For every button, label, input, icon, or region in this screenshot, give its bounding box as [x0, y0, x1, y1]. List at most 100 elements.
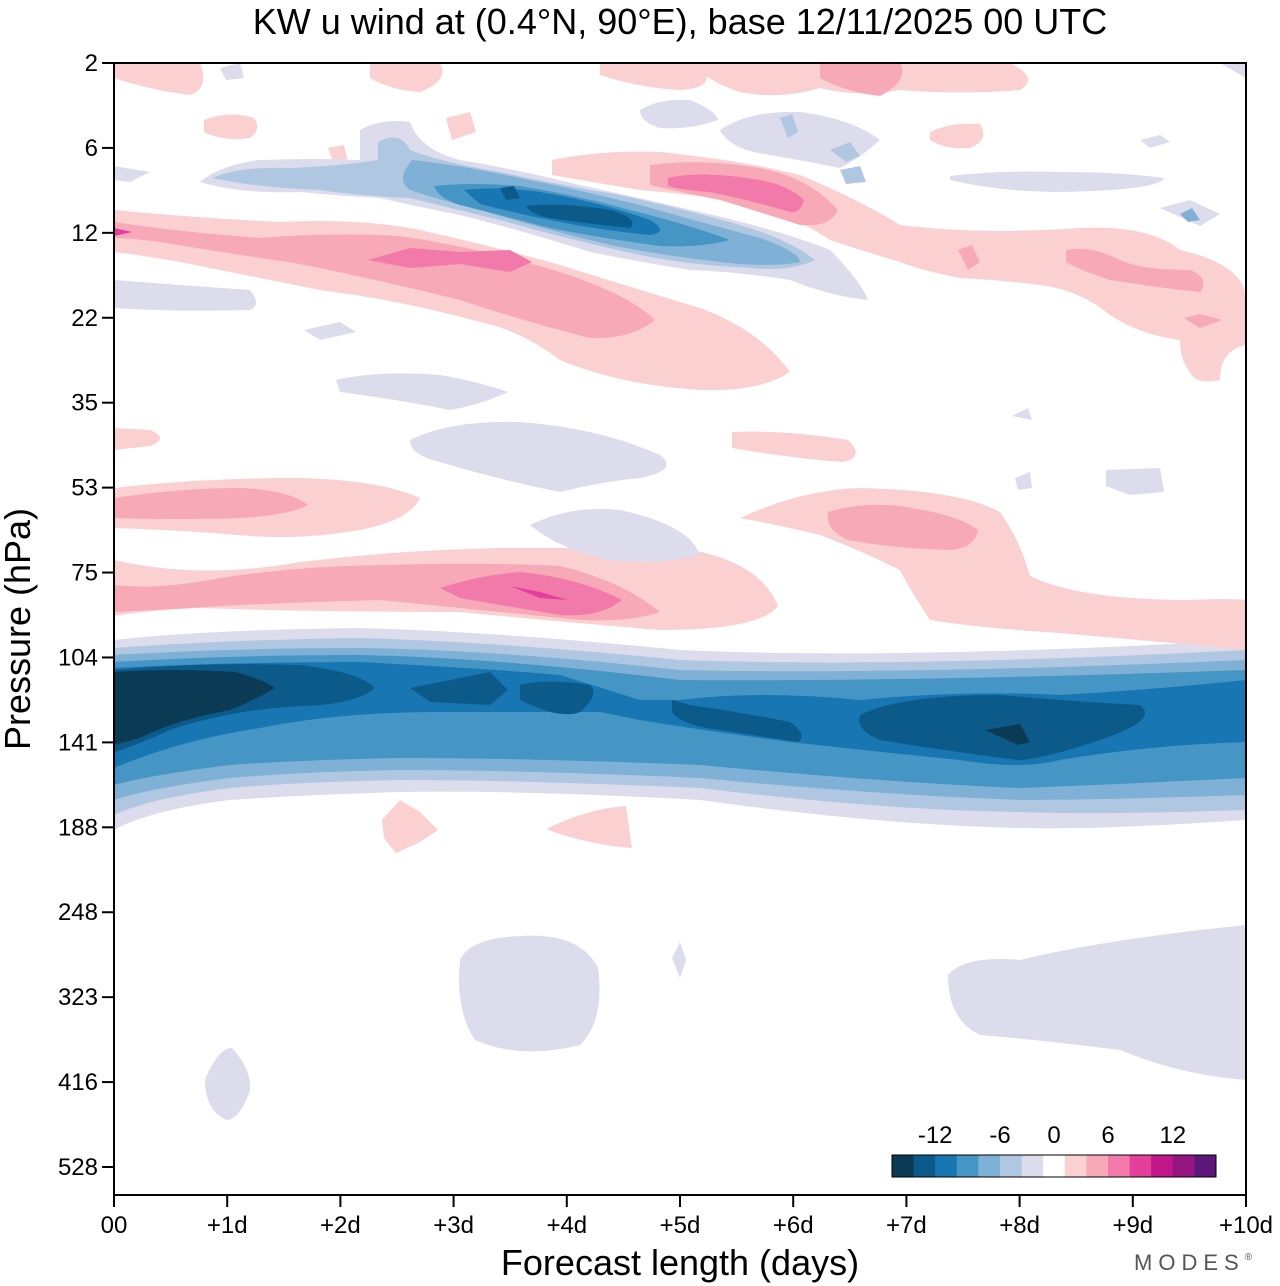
- contour-positive-75-level-4: [510, 586, 568, 600]
- colorbar: -12 -6 0 6 12: [891, 1122, 1217, 1178]
- contour-negative-mid-d: [1106, 468, 1164, 495]
- contour-upper-right-positive-4: [1066, 248, 1204, 292]
- colorbar-swatch: [1086, 1155, 1109, 1177]
- y-tick-label: 6: [85, 135, 98, 162]
- colorbar-label: 6: [1101, 1122, 1114, 1149]
- colorbar-frame: [891, 1154, 1217, 1178]
- contour-jet-level-6d: [672, 700, 802, 742]
- y-tick-label: 22: [71, 305, 98, 332]
- contour-top-positive-c: [600, 63, 707, 90]
- y-tick-label: 188: [58, 814, 98, 841]
- colorbar-label: -6: [989, 1122, 1010, 1149]
- contour-jet-level-6c: [520, 681, 594, 715]
- y-tick-label: 35: [71, 390, 98, 417]
- y-tick-label: 323: [58, 984, 98, 1011]
- x-axis: 00 +1d +2d +3d +4d +5d +6d +7d +8d +9d +10d: [101, 1195, 1273, 1239]
- contour-negative-mid-f: [1012, 408, 1032, 420]
- y-tick-label: 75: [71, 560, 98, 587]
- x-tick-label: +7d: [886, 1212, 927, 1239]
- contour-top-negative-e: [114, 166, 150, 182]
- colorbar-swatch: [956, 1155, 979, 1177]
- contour-upper-right-positive-6: [1184, 314, 1222, 328]
- contour-positive-53-level-2: [114, 488, 308, 519]
- contour-jet-core: [114, 670, 275, 745]
- contour-upper-right-positive-3: [668, 174, 804, 213]
- y-tick-label: 416: [58, 1069, 98, 1096]
- contour-negative-weak: [205, 1048, 251, 1120]
- contour-top-negative-f: [1140, 135, 1170, 148]
- contour-upper-positive-edge: [114, 228, 132, 236]
- colorbar-swatch: [978, 1155, 1001, 1177]
- modes-logo: MODES®: [1134, 1250, 1253, 1275]
- contour-top-positive-b: [370, 63, 443, 92]
- contour-positive-35b: [732, 431, 856, 462]
- colorbar-swatch: [1064, 1155, 1087, 1177]
- contour-top-positive-i: [930, 123, 984, 149]
- contour-negative-mid-e: [1015, 472, 1032, 490]
- x-tick-label: +6d: [773, 1212, 814, 1239]
- colorbar-swatch: [1000, 1155, 1023, 1177]
- contour-top-positive: [114, 63, 204, 95]
- y-tick-label: 248: [58, 899, 98, 926]
- contour-upper-negative-small-3: [1180, 208, 1200, 222]
- contour-jet-level-6b: [410, 672, 508, 705]
- contour-upper-negative-level-6: [500, 186, 520, 200]
- contour-top-negative-h: [1220, 63, 1246, 78]
- contour-jet-core-small: [985, 724, 1030, 745]
- contour-top-negative-b: [720, 111, 880, 168]
- y-tick-label: 141: [58, 729, 98, 756]
- colorbar-swatch: [1108, 1155, 1131, 1177]
- contour-field: [114, 63, 1246, 1120]
- contour-negative-weak: [672, 942, 686, 978]
- colorbar-swatch: [1021, 1155, 1044, 1177]
- x-tick-label: +9d: [1112, 1212, 1153, 1239]
- x-tick-label: +10d: [1219, 1212, 1273, 1239]
- contour-upper-positive-level-3: [368, 248, 532, 272]
- x-axis-title: Forecast length (days): [501, 1242, 859, 1283]
- y-tick-label: 104: [58, 644, 98, 671]
- contour-top-negative-g: [220, 63, 244, 80]
- contour-upper-negative-small-2: [840, 166, 866, 184]
- colorbar-label: -12: [918, 1122, 953, 1149]
- y-tick-label: 12: [71, 220, 98, 247]
- contour-top-negative-i: [780, 114, 798, 138]
- contour-positive-35: [114, 428, 160, 450]
- colorbar-swatch: [1129, 1155, 1152, 1177]
- x-tick-label: +2d: [320, 1212, 361, 1239]
- y-axis: 2 6 12 22 35 53 75 104 141 188 248 323 416 528: [58, 50, 114, 1181]
- contour-positive-right-level-2: [827, 504, 978, 550]
- colorbar-swatch: [1172, 1155, 1195, 1177]
- contour-positive-weak: [382, 800, 438, 853]
- colorbar-label: 0: [1047, 1122, 1060, 1149]
- contour-top-positive-g: [446, 112, 476, 140]
- colorbar-swatch: [1043, 1155, 1066, 1177]
- contour-top-negative-a: [640, 99, 718, 129]
- y-axis-title: Pressure (hPa): [0, 508, 38, 750]
- colorbar-label: 12: [1159, 1122, 1186, 1149]
- contour-negative-mid-b: [530, 509, 700, 562]
- contour-upper-positive-level-2: [114, 222, 655, 339]
- x-tick-label: +8d: [999, 1212, 1040, 1239]
- chart-title: KW u wind at (0.4°N, 90°E), base 12/11/2…: [253, 1, 1108, 42]
- x-tick-label: +3d: [433, 1212, 474, 1239]
- contour-positive-75-right: [740, 488, 1246, 650]
- contour-upper-negative-small-1: [830, 142, 860, 162]
- contour-negative-mid-g: [114, 280, 256, 311]
- y-tick-label: 528: [58, 1154, 98, 1181]
- colorbar-swatch: [892, 1155, 915, 1177]
- colorbar-swatch: [1194, 1155, 1217, 1177]
- y-tick-label: 2: [85, 50, 98, 77]
- contour-negative-mid: [410, 421, 667, 492]
- colorbar-swatch: [935, 1155, 958, 1177]
- y-tick-label: 53: [71, 475, 98, 502]
- x-tick-label: +4d: [546, 1212, 587, 1239]
- contour-negative-weak: [459, 935, 600, 1052]
- contour-upper-negative-level-6b: [526, 204, 633, 228]
- contour-top-positive-e: [820, 63, 903, 96]
- contour-upper-right-positive-5: [958, 245, 980, 270]
- contour-negative-mid-c: [336, 373, 508, 410]
- contour-top-negative-c: [950, 171, 1164, 192]
- contour-top-positive-f: [204, 114, 258, 140]
- colorbar-swatch: [1151, 1155, 1174, 1177]
